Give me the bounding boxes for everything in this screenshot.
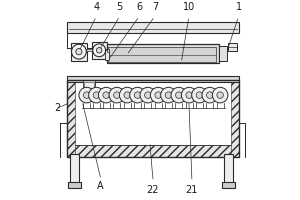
Bar: [68, 182, 81, 188]
Bar: [222, 182, 235, 188]
Bar: [92, 42, 107, 59]
Circle shape: [176, 92, 182, 98]
Circle shape: [165, 92, 172, 98]
Circle shape: [76, 49, 82, 55]
Bar: [107, 44, 219, 63]
Circle shape: [96, 48, 102, 53]
Bar: [83, 80, 95, 91]
Bar: [107, 49, 109, 52]
Circle shape: [83, 92, 90, 98]
Text: 5: 5: [117, 2, 123, 12]
Text: 6: 6: [136, 2, 142, 12]
Circle shape: [192, 87, 207, 103]
Circle shape: [196, 92, 203, 98]
Text: A: A: [97, 181, 104, 191]
Circle shape: [150, 87, 166, 103]
Bar: [70, 49, 107, 51]
Circle shape: [93, 92, 100, 98]
Circle shape: [71, 44, 86, 59]
Bar: [228, 43, 237, 51]
Text: 21: 21: [186, 185, 198, 195]
Text: 4: 4: [93, 2, 100, 12]
Circle shape: [114, 92, 120, 98]
Circle shape: [217, 92, 224, 98]
Circle shape: [186, 92, 192, 98]
Circle shape: [161, 87, 176, 103]
Bar: [67, 145, 238, 157]
Bar: [108, 47, 216, 62]
Circle shape: [103, 92, 110, 98]
Text: 2: 2: [54, 103, 61, 113]
Circle shape: [212, 87, 228, 103]
Circle shape: [145, 92, 151, 98]
Circle shape: [88, 87, 104, 103]
Bar: [84, 82, 94, 90]
Bar: [70, 154, 80, 183]
Bar: [67, 76, 238, 82]
Circle shape: [119, 87, 135, 103]
Bar: [219, 46, 226, 61]
Bar: [105, 50, 109, 60]
Circle shape: [130, 87, 145, 103]
Text: 22: 22: [147, 185, 159, 195]
Text: 1: 1: [236, 2, 242, 12]
Circle shape: [134, 92, 141, 98]
Bar: [224, 154, 233, 183]
Circle shape: [155, 92, 161, 98]
Bar: [67, 80, 238, 157]
Circle shape: [202, 87, 218, 103]
Circle shape: [93, 44, 106, 57]
Bar: [67, 22, 238, 33]
Circle shape: [109, 87, 125, 103]
Circle shape: [124, 92, 130, 98]
Bar: [70, 43, 87, 61]
Text: 10: 10: [183, 2, 195, 12]
Bar: [231, 80, 239, 157]
Circle shape: [140, 87, 156, 103]
Circle shape: [206, 92, 213, 98]
Bar: [67, 80, 75, 157]
Text: 7: 7: [152, 2, 158, 12]
Circle shape: [79, 87, 94, 103]
Circle shape: [171, 87, 187, 103]
Circle shape: [182, 87, 197, 103]
Circle shape: [98, 87, 114, 103]
